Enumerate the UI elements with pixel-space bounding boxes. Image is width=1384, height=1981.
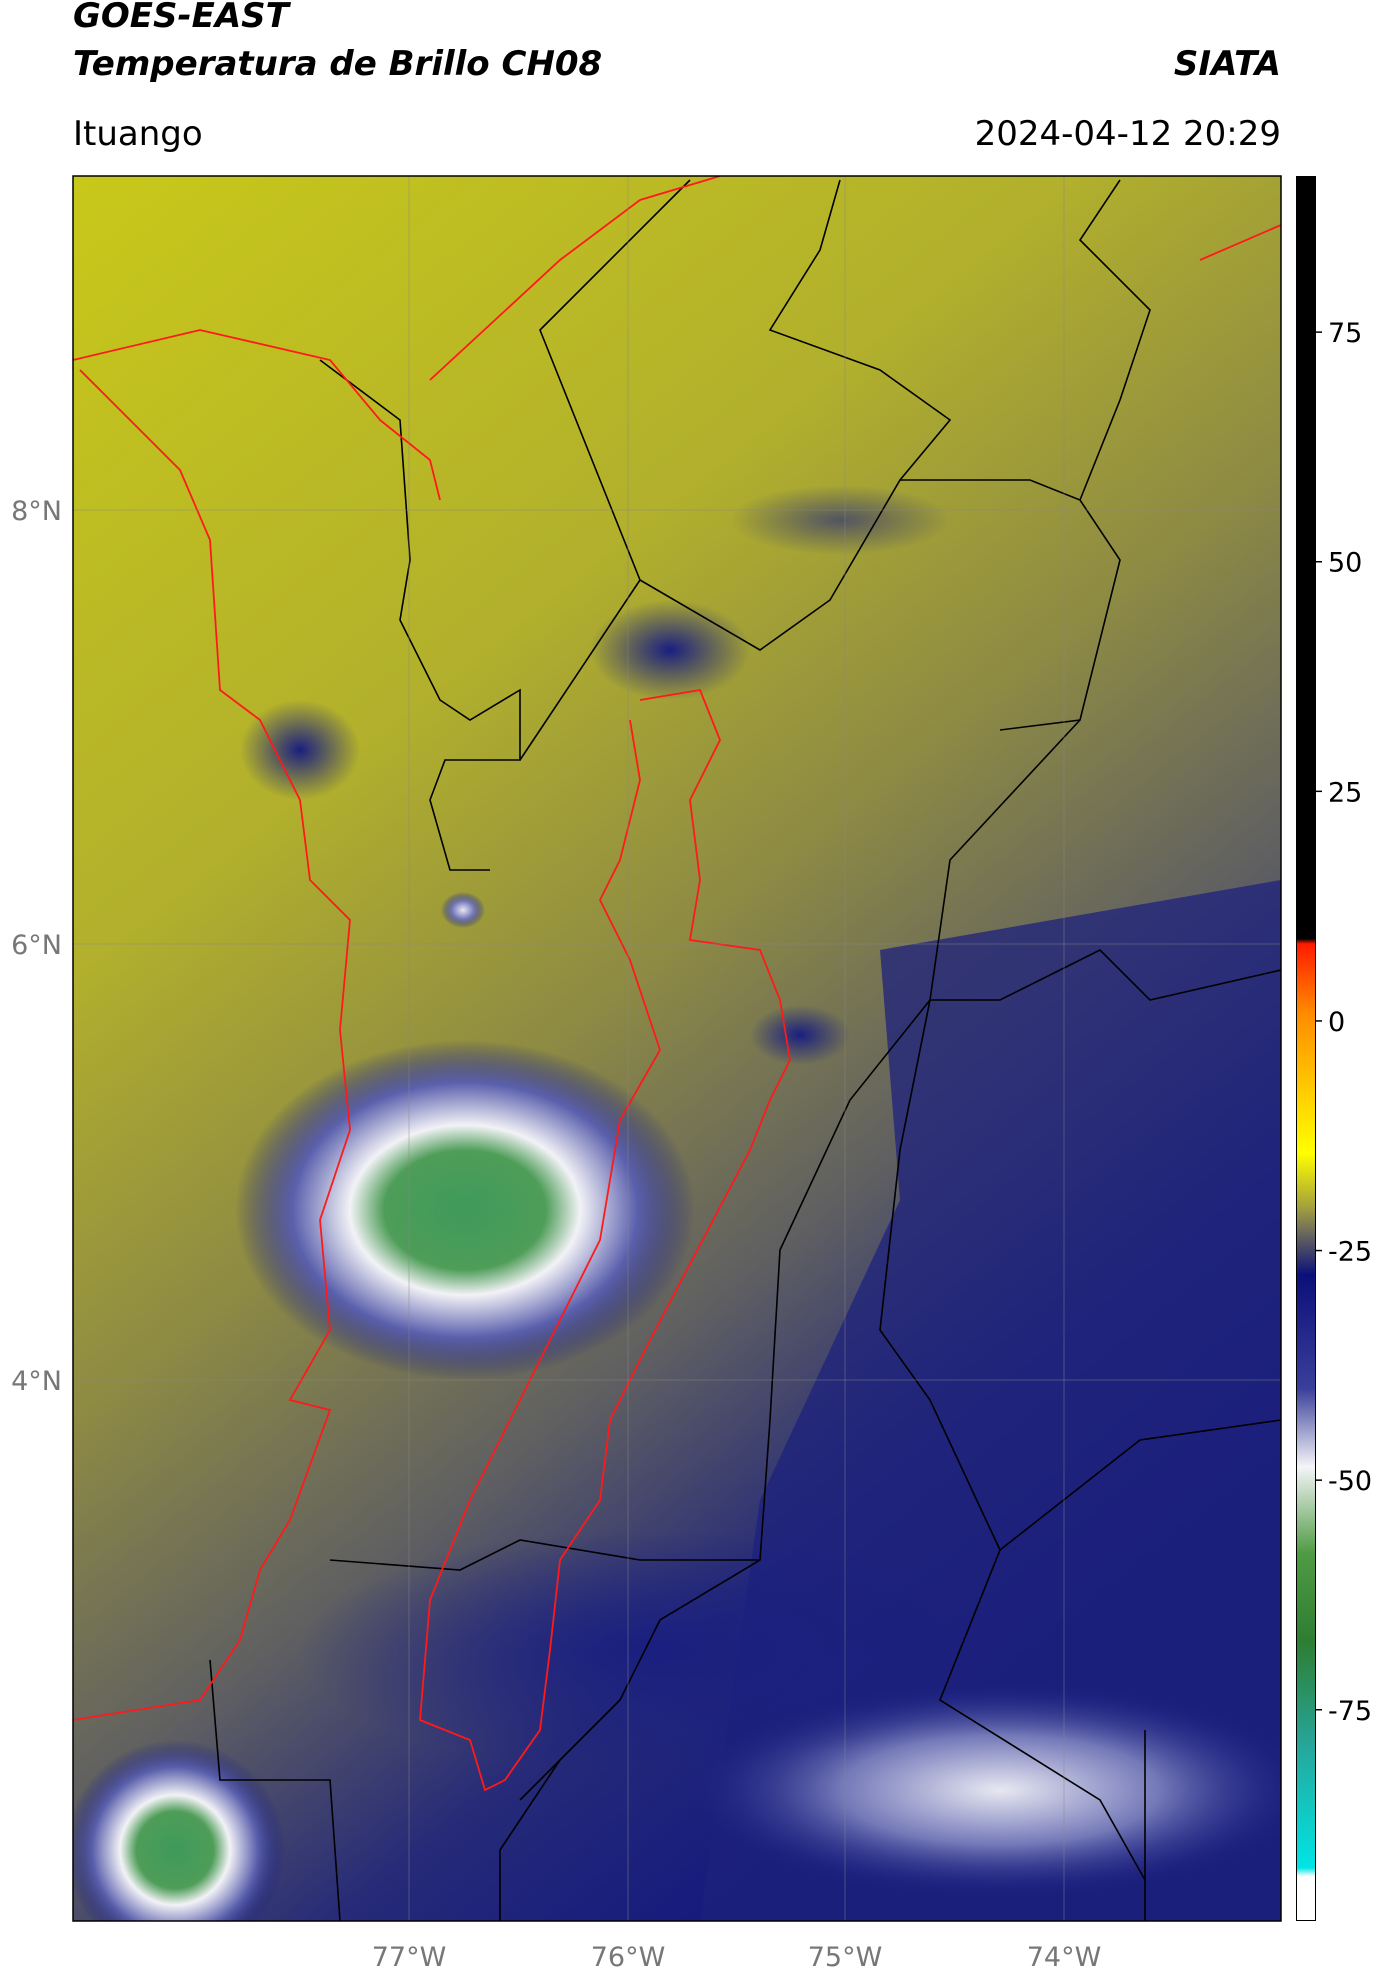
lon-label: 76°W (591, 1942, 666, 1973)
location: Ituango (73, 114, 203, 154)
lon-label: 74°W (1027, 1942, 1102, 1973)
title-line1: GOES-EAST (73, 0, 289, 36)
colorbar-tick-label: 0 (1328, 1007, 1345, 1038)
colorbar-tick-label: 75 (1328, 318, 1362, 349)
graticule (73, 176, 1281, 1921)
lat-label: 4°N (11, 1366, 62, 1397)
map-frame (72, 175, 1282, 1922)
lat-label: 6°N (11, 930, 62, 961)
colorbar (1296, 176, 1316, 1921)
title-line2: Temperatura de Brillo CH08 (73, 44, 603, 84)
colorbar-tick-label: -75 (1328, 1696, 1372, 1727)
colorbar-tick-label: -50 (1328, 1466, 1372, 1497)
colorbar-tick-label: -25 (1328, 1237, 1372, 1268)
lon-label: 77°W (372, 1942, 447, 1973)
lon-label: 75°W (808, 1942, 883, 1973)
colorbar-tick-label: 50 (1328, 548, 1362, 579)
lat-label: 8°N (11, 496, 62, 527)
brand: SIATA (1173, 44, 1281, 84)
datetime: 2024-04-12 20:29 (974, 114, 1281, 154)
colorbar-tick-label: 25 (1328, 777, 1362, 808)
imagery (73, 176, 1281, 1921)
